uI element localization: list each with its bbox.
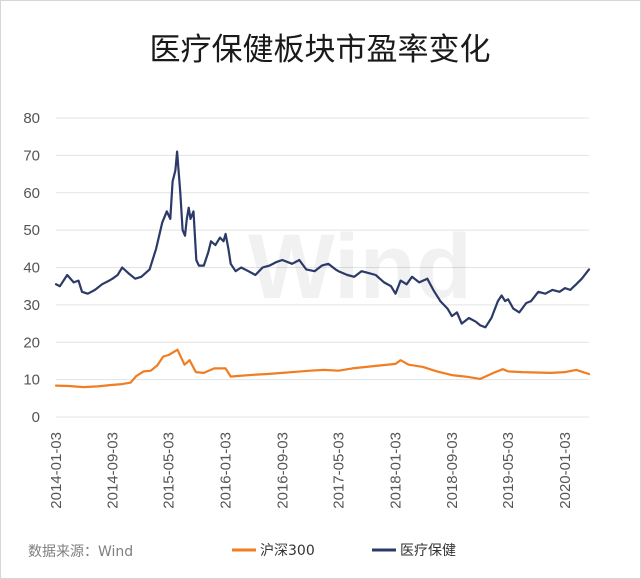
legend: 沪深300 医疗保健 xyxy=(232,543,456,559)
x-tick-label: 2019-05-03 xyxy=(500,432,517,509)
series-line xyxy=(54,150,591,329)
x-tick-label: 2014-09-03 xyxy=(104,432,121,509)
watermark: Wind xyxy=(248,216,472,318)
grid-layer xyxy=(56,117,589,418)
series-layer xyxy=(54,150,591,389)
x-tick-label: 2018-01-03 xyxy=(387,432,404,509)
y-tick-label: 20 xyxy=(23,334,40,351)
x-tick-label: 2020-01-03 xyxy=(557,432,574,509)
x-axis: 2014-01-03 2014-09-03 2015-05-03 2016-01-03… xyxy=(48,432,574,509)
x-tick-label: 2017-05-03 xyxy=(331,432,348,509)
chart-title: 医疗保健板块市盈率变化 xyxy=(150,32,491,68)
series-line xyxy=(54,348,591,389)
x-tick-label: 2016-01-03 xyxy=(218,432,235,509)
x-tick-label: 2016-09-03 xyxy=(274,432,291,509)
y-tick-label: 50 xyxy=(23,222,40,239)
y-tick-label: 80 xyxy=(23,110,40,127)
x-tick-label: 2018-09-03 xyxy=(444,432,461,509)
source-note: 数据来源：Wind xyxy=(28,544,133,560)
x-tick-label: 2014-01-03 xyxy=(48,432,65,509)
x-tick-label: 2015-05-03 xyxy=(161,432,178,509)
y-axis: 0 10 20 30 40 50 60 70 80 xyxy=(23,110,40,426)
legend-label: 医疗保健 xyxy=(400,543,456,559)
y-tick-label: 30 xyxy=(23,297,40,314)
y-tick-label: 60 xyxy=(23,185,40,202)
y-tick-label: 10 xyxy=(23,372,40,389)
y-tick-label: 70 xyxy=(23,147,40,164)
y-tick-label: 40 xyxy=(23,260,40,277)
y-tick-label: 0 xyxy=(32,409,40,426)
legend-label: 沪深300 xyxy=(260,543,315,559)
